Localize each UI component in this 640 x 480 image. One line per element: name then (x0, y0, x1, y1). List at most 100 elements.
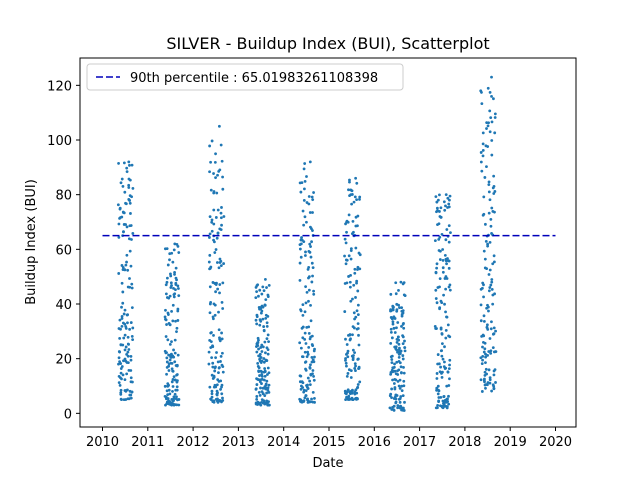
data-point (164, 292, 168, 296)
data-point (348, 280, 352, 284)
data-point (434, 195, 438, 198)
data-point (480, 286, 484, 290)
data-point (124, 345, 128, 349)
data-point (402, 371, 406, 375)
data-point (213, 160, 217, 164)
data-point (357, 343, 361, 347)
data-point (211, 365, 215, 369)
data-point (119, 371, 123, 375)
data-point (257, 366, 261, 370)
data-point (302, 240, 306, 244)
data-point (126, 354, 130, 358)
data-point (119, 327, 122, 331)
data-point (267, 390, 271, 394)
data-point (391, 322, 395, 326)
data-point (346, 349, 350, 353)
data-point (353, 366, 357, 370)
data-point (351, 220, 355, 223)
x-tick-label: 2017 (403, 435, 436, 450)
data-point (215, 393, 219, 397)
data-point (258, 352, 262, 356)
data-point (120, 305, 123, 309)
data-point (125, 170, 129, 174)
data-point (302, 198, 306, 202)
data-point (165, 323, 168, 326)
data-point (266, 333, 270, 337)
data-point (490, 120, 494, 124)
data-point (124, 202, 128, 206)
data-point (482, 195, 486, 199)
data-point (480, 362, 484, 365)
data-point (347, 394, 351, 398)
data-point (256, 361, 260, 365)
data-point (402, 365, 405, 369)
data-point (494, 381, 497, 384)
data-point (298, 278, 302, 282)
data-point (485, 267, 489, 271)
data-point (402, 409, 406, 412)
data-point (343, 254, 346, 258)
data-point (448, 358, 452, 362)
x-tick-label: 2010 (86, 435, 119, 450)
data-point (221, 307, 225, 310)
data-point (392, 305, 395, 309)
data-point (448, 283, 452, 287)
data-point (434, 288, 438, 292)
data-point (217, 266, 221, 270)
x-tick-label: 2018 (448, 435, 481, 450)
data-point (262, 378, 266, 382)
data-point (351, 297, 354, 301)
data-point (313, 355, 316, 359)
data-point (447, 240, 451, 244)
data-point (176, 284, 180, 288)
data-point (492, 254, 496, 258)
data-point (266, 366, 270, 370)
data-point (436, 406, 439, 410)
data-point (392, 326, 396, 330)
data-point (394, 292, 398, 296)
data-point (299, 190, 303, 194)
data-point (219, 360, 222, 363)
data-point (166, 338, 170, 342)
data-point (302, 400, 306, 403)
data-point (311, 274, 314, 278)
data-point (263, 340, 267, 344)
data-point (344, 357, 347, 360)
data-point (209, 188, 213, 192)
data-point (217, 310, 220, 314)
data-point (437, 237, 441, 241)
data-point (176, 379, 179, 383)
data-point (482, 283, 485, 287)
data-point (304, 389, 308, 393)
data-point (398, 387, 402, 390)
data-point (126, 268, 130, 272)
data-point (349, 249, 353, 253)
data-point (219, 379, 223, 383)
data-point (164, 308, 167, 312)
data-point (173, 270, 176, 274)
data-point (174, 266, 178, 270)
data-point (176, 309, 180, 313)
data-point (309, 400, 312, 404)
data-point (351, 356, 355, 360)
y-tick-label: 80 (55, 189, 72, 204)
data-point (264, 316, 268, 320)
data-point (173, 360, 177, 364)
x-tick-label: 2014 (267, 435, 300, 450)
data-point (222, 215, 226, 218)
data-point (130, 334, 134, 338)
data-point (260, 382, 263, 385)
data-point (212, 333, 215, 337)
data-point (348, 285, 352, 289)
data-point (349, 337, 352, 341)
data-point (118, 206, 122, 210)
data-point (395, 326, 398, 330)
data-point (208, 385, 212, 389)
data-point (310, 195, 314, 199)
data-point (122, 161, 126, 165)
data-point (311, 266, 315, 270)
data-point (304, 254, 307, 257)
data-point (117, 356, 121, 360)
data-point (304, 301, 308, 305)
data-point (353, 351, 356, 354)
